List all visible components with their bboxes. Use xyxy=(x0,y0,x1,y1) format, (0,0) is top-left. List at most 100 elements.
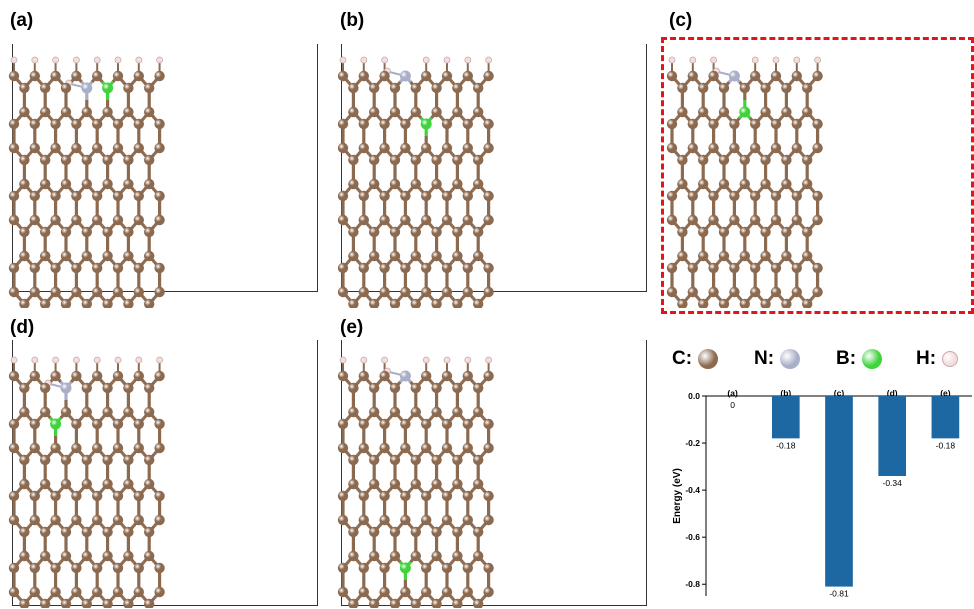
carbon-atom xyxy=(441,70,453,82)
carbon-atom xyxy=(112,490,124,502)
boron-atom xyxy=(399,562,411,574)
carbon-atom xyxy=(452,526,463,538)
carbon-atom xyxy=(791,118,802,130)
carbon-atom xyxy=(29,142,40,154)
carbon-atom xyxy=(802,154,813,166)
carbon-atom xyxy=(739,178,750,190)
carbon-atom xyxy=(8,118,20,130)
energy-bar xyxy=(825,396,853,587)
carbon-atom xyxy=(473,478,484,490)
carbon-atom xyxy=(133,514,144,526)
carbon-atom xyxy=(29,262,40,274)
legend-label-nitrogen: N: xyxy=(754,348,775,369)
carbon-atom xyxy=(421,418,432,430)
carbon-atom xyxy=(154,418,165,430)
carbon-atom xyxy=(410,454,421,466)
panel-label-b: (b) xyxy=(340,10,365,31)
carbon-atom xyxy=(29,70,40,82)
x-category-label: (b) xyxy=(780,388,791,398)
structure-panel-a xyxy=(8,40,314,308)
carbon-atom xyxy=(666,142,678,154)
carbon-atom xyxy=(781,106,792,118)
carbon-atom xyxy=(400,142,411,154)
carbon-atom xyxy=(358,70,369,82)
carbon-atom xyxy=(154,190,165,202)
hydrogen-atom xyxy=(464,356,472,364)
carbon-atom xyxy=(144,382,155,394)
hydrogen-atom xyxy=(381,56,388,64)
carbon-atom xyxy=(462,370,473,382)
carbon-atom xyxy=(483,118,494,130)
carbon-atom xyxy=(666,70,678,82)
carbon-atom xyxy=(112,586,124,598)
panel-label-e: (e) xyxy=(340,317,364,338)
carbon-atom xyxy=(29,118,40,130)
carbon-atom xyxy=(379,514,390,526)
carbon-atom xyxy=(71,562,82,574)
carbon-atom xyxy=(462,214,473,226)
carbon-atom xyxy=(92,70,103,82)
carbon-atom xyxy=(19,106,30,118)
carbon-atom xyxy=(452,106,463,118)
carbon-atom xyxy=(154,214,165,226)
carbon-atom xyxy=(802,226,813,238)
nitrogen-ball-icon xyxy=(780,349,801,369)
carbon-atom xyxy=(154,70,165,82)
hydrogen-atom xyxy=(360,56,368,64)
carbon-atom xyxy=(379,370,390,382)
carbon-atom xyxy=(102,406,113,418)
carbon-atom xyxy=(29,214,40,226)
carbon-atom xyxy=(410,478,421,490)
carbon-atom xyxy=(112,562,124,574)
carbon-atom xyxy=(441,190,453,202)
carbon-atom xyxy=(750,142,761,154)
carbon-atom xyxy=(708,118,719,130)
carbon-atom xyxy=(337,142,349,154)
carbon-atom xyxy=(802,298,813,308)
carbon-atom xyxy=(462,262,473,274)
carbon-atom xyxy=(781,82,792,94)
carbon-atom xyxy=(29,562,40,574)
carbon-atom xyxy=(369,550,380,562)
carbon-atom xyxy=(133,142,144,154)
carbon-atom xyxy=(400,586,411,598)
carbon-atom xyxy=(718,178,730,190)
carbon-atom xyxy=(71,262,82,274)
carbon-atom xyxy=(102,250,113,262)
carbon-atom xyxy=(431,178,442,190)
y-tick-label: -0.4 xyxy=(685,485,700,495)
carbon-atom xyxy=(29,442,40,454)
carbon-atom xyxy=(473,382,484,394)
carbon-atom xyxy=(739,154,750,166)
carbon-atom xyxy=(348,526,359,538)
carbon-atom xyxy=(154,370,165,382)
hydrogen-atom xyxy=(751,56,759,64)
carbon-atom xyxy=(102,550,113,562)
carbon-atom xyxy=(369,154,380,166)
carbon-atom xyxy=(389,154,401,166)
bar-value-label: -0.18 xyxy=(936,440,956,450)
carbon-atom xyxy=(729,262,740,274)
carbon-atom xyxy=(698,298,709,308)
carbon-atom xyxy=(102,478,113,490)
carbon-atom xyxy=(441,286,453,298)
carbon-atom xyxy=(92,118,103,130)
carbon-atom xyxy=(50,190,61,202)
carbon-atom xyxy=(781,298,792,308)
carbon-atom xyxy=(802,250,813,262)
carbon-atom xyxy=(379,562,390,574)
carbon-atom xyxy=(81,478,93,490)
structure-panel-d xyxy=(8,340,314,608)
carbon-atom xyxy=(462,286,473,298)
carbon-atom xyxy=(50,370,61,382)
carbon-atom xyxy=(144,226,155,238)
carbon-atom xyxy=(92,514,103,526)
graphene-structure-svg xyxy=(8,56,165,308)
carbon-atom xyxy=(389,178,401,190)
x-category-label: (a) xyxy=(727,388,738,398)
carbon-atom xyxy=(473,226,484,238)
carbon-atom xyxy=(19,382,30,394)
carbon-atom xyxy=(81,226,93,238)
carbon-atom xyxy=(71,118,82,130)
carbon-atom xyxy=(666,214,678,226)
